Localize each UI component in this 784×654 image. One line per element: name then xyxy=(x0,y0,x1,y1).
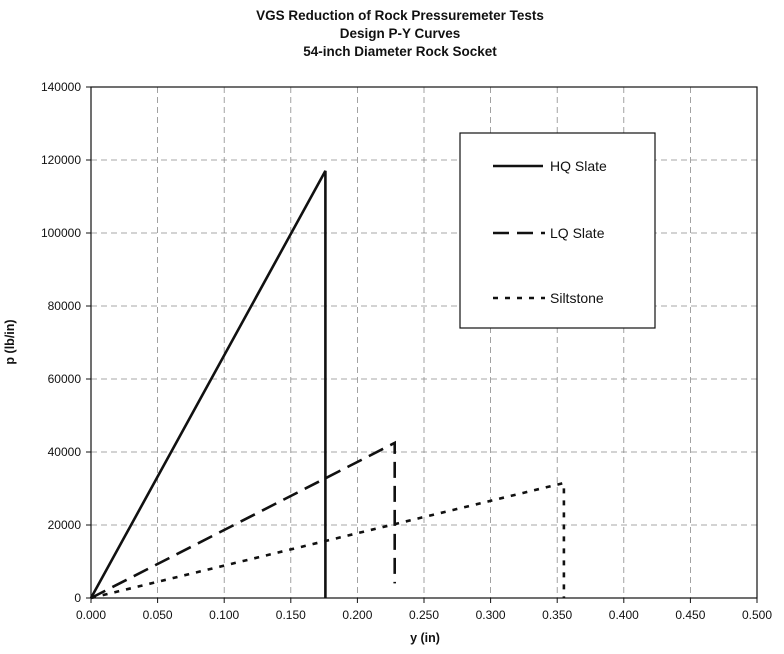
series-line-hq-slate xyxy=(89,170,327,599)
y-axis-ticks: 0 20000 40000 60000 80000 100000 120000 140000 xyxy=(41,80,91,605)
y-tick-label: 40000 xyxy=(48,445,82,459)
x-tick-label: 0.450 xyxy=(675,608,705,622)
x-tick-label: 0.000 xyxy=(76,608,106,622)
y-tick-label: 120000 xyxy=(41,153,81,167)
legend-label-lq-slate: LQ Slate xyxy=(550,225,605,241)
chart-subtitle-2: 54-inch Diameter Rock Socket xyxy=(303,44,497,59)
x-tick-label: 0.500 xyxy=(742,608,772,622)
chart-title: VGS Reduction of Rock Pressuremeter Test… xyxy=(256,8,544,23)
x-tick-label: 0.250 xyxy=(409,608,439,622)
chart-title-group: VGS Reduction of Rock Pressuremeter Test… xyxy=(256,8,544,59)
x-tick-label: 0.150 xyxy=(276,608,306,622)
legend-label-siltstone: Siltstone xyxy=(550,290,604,306)
x-tick-label: 0.400 xyxy=(609,608,639,622)
y-axis-label: p (lb/in) xyxy=(3,319,17,364)
series-group xyxy=(89,170,566,600)
chart-subtitle: Design P-Y Curves xyxy=(340,26,461,41)
legend-box xyxy=(459,132,656,329)
legend-label-hq-slate: HQ Slate xyxy=(550,158,607,174)
x-tick-label: 0.050 xyxy=(143,608,173,622)
series-line-lq-slate xyxy=(90,440,397,600)
y-tick-label: 80000 xyxy=(48,299,82,313)
x-tick-label: 0.300 xyxy=(476,608,506,622)
y-tick-label: 60000 xyxy=(48,372,82,386)
x-axis-ticks: 0.000 0.050 0.100 0.150 0.200 0.250 0.300 0.350… xyxy=(76,598,772,622)
x-tick-label: 0.350 xyxy=(542,608,572,622)
x-tick-label: 0.100 xyxy=(209,608,239,622)
y-tick-label: 20000 xyxy=(48,518,82,532)
series-line-siltstone xyxy=(90,481,566,600)
x-axis-label: y (in) xyxy=(410,631,440,645)
grid xyxy=(91,87,757,598)
legend: HQ Slate LQ Slate Siltstone xyxy=(459,132,656,329)
y-tick-label: 0 xyxy=(74,591,81,605)
y-tick-label: 140000 xyxy=(41,80,81,94)
y-tick-label: 100000 xyxy=(41,226,81,240)
x-tick-label: 0.200 xyxy=(342,608,372,622)
